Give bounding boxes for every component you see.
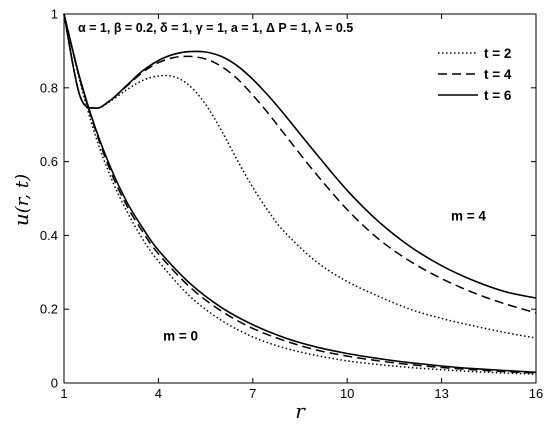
legend-label: t = 2 [484,46,511,61]
y-tick-label: 0.2 [40,302,58,317]
series-line-m0-t2 [63,13,537,375]
y-tick-label: 0.8 [40,80,58,95]
x-tick-label: 16 [529,386,543,401]
x-tick-label: 1 [60,386,67,401]
series-line-m4-t2 [63,13,537,339]
x-tick-label: 10 [340,386,354,401]
legend: t = 2 t = 4 t = 6 [438,46,512,103]
legend-label: t = 6 [484,88,512,103]
y-tick-label: 1 [51,7,58,22]
x-axis-label: r [295,399,306,423]
y-tick-label: 0 [51,376,58,391]
x-tick-label: 13 [434,386,448,401]
y-tick-label: 0.4 [40,228,58,243]
plot-frame [63,13,537,384]
params-annotation: α = 1, β = 0.2, δ = 1, γ = 1, a = 1, Δ P… [78,21,353,35]
legend-label: t = 4 [484,67,512,82]
y-axis-label-args: (r, t) [12,174,33,213]
y-tick-label: 0.6 [40,154,58,169]
series-line-m0-t4 [63,13,537,374]
tick-group: 1 4 7 10 13 16 0 0.2 0.4 0.6 0.8 1 [40,7,543,402]
series-lines [63,13,537,375]
curve-annotation: m = 0 [163,329,198,344]
x-tick-label: 4 [155,386,162,401]
series-line-m0-t6 [63,13,537,374]
series-line-m4-t6 [63,13,537,299]
curve-annotation: m = 4 [451,209,486,224]
y-axis-label: u(r, t) [9,174,33,226]
y-axis-label-main: u [9,213,33,226]
annotation-group: m = 4 m = 0 [163,209,486,344]
x-tick-label: 7 [249,386,256,401]
